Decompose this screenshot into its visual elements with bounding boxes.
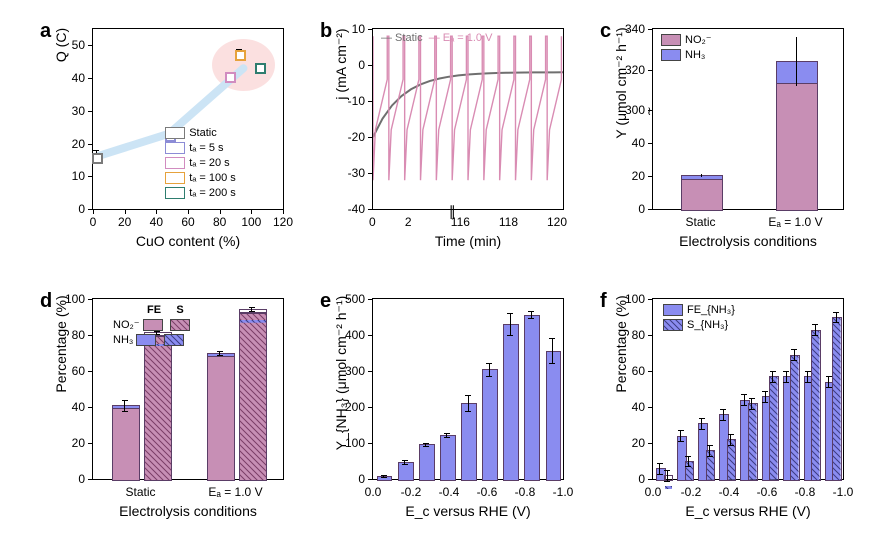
- y-tick: 0: [325, 472, 365, 486]
- plot-area: 020406080100Electrolysis conditionsPerce…: [92, 298, 284, 480]
- y-axis-title: Percentage (%): [613, 254, 629, 434]
- y-tick: 0: [45, 202, 85, 216]
- panel-a: a01020304050020406080100120CuO content (…: [40, 20, 290, 250]
- plot-area: Electrolysis conditionsY (μmol cm⁻² h⁻¹)…: [652, 28, 844, 210]
- x-axis-title: Electrolysis conditions: [653, 233, 843, 249]
- y-tick: 0: [45, 472, 85, 486]
- y-tick: -30: [325, 166, 365, 180]
- plot-area: -40-30-20-10010Time (min)j (mA cm⁻²)∥021…: [372, 28, 564, 210]
- legend: — Static — Eₐ = 1.0 V: [381, 31, 499, 46]
- plot-area: 020406080100E_c versus RHE (V)Percentage…: [652, 298, 844, 480]
- plot-area: 01020304050020406080100120CuO content (%…: [92, 28, 284, 210]
- panel-c: cElectrolysis conditionsY (μmol cm⁻² h⁻¹…: [600, 20, 850, 250]
- y-tick: 0: [605, 472, 645, 486]
- legend: NO₂⁻NH₃: [661, 33, 712, 63]
- y-tick: -40: [325, 202, 365, 216]
- figure: { "layout":{"w":870,"h":549,"col_x":[40,…: [0, 0, 870, 549]
- legend: FE SNO₂⁻ NH₃: [113, 303, 194, 348]
- panel-f: f020406080100E_c versus RHE (V)Percentag…: [600, 290, 850, 520]
- panel-b: b-40-30-20-10010Time (min)j (mA cm⁻²)∥02…: [320, 20, 570, 250]
- plot-area: 0100200300400500E_c versus RHE (V)Y_{NH₃…: [372, 298, 564, 480]
- panel-d: d020406080100Electrolysis conditionsPerc…: [40, 290, 290, 520]
- y-axis-title: j (mA cm⁻²): [333, 0, 350, 154]
- y-tick: 10: [45, 169, 85, 183]
- y-tick: 20: [45, 137, 85, 151]
- x-axis-title: CuO content (%): [93, 233, 283, 249]
- y-tick: 20: [605, 436, 645, 450]
- y-axis-title: Q (C): [53, 0, 69, 135]
- y-axis-title: Percentage (%): [53, 254, 69, 434]
- y-axis-title: Y_{NH₃} (μmol cm⁻² h⁻¹): [333, 283, 350, 463]
- legend: Statictₐ = 5 stₐ = 20 stₐ = 100 stₐ = 20…: [165, 126, 236, 201]
- x-axis-title: Time (min): [373, 233, 563, 249]
- y-tick: 20: [45, 436, 85, 450]
- legend: FE_{NH₃}S_{NH₃}: [663, 303, 735, 333]
- panel-e: e0100200300400500E_c versus RHE (V)Y_{NH…: [320, 290, 570, 520]
- x-axis-title: Electrolysis conditions: [93, 503, 283, 519]
- x-axis-title: E_c versus RHE (V): [653, 503, 843, 519]
- x-axis-title: E_c versus RHE (V): [373, 503, 563, 519]
